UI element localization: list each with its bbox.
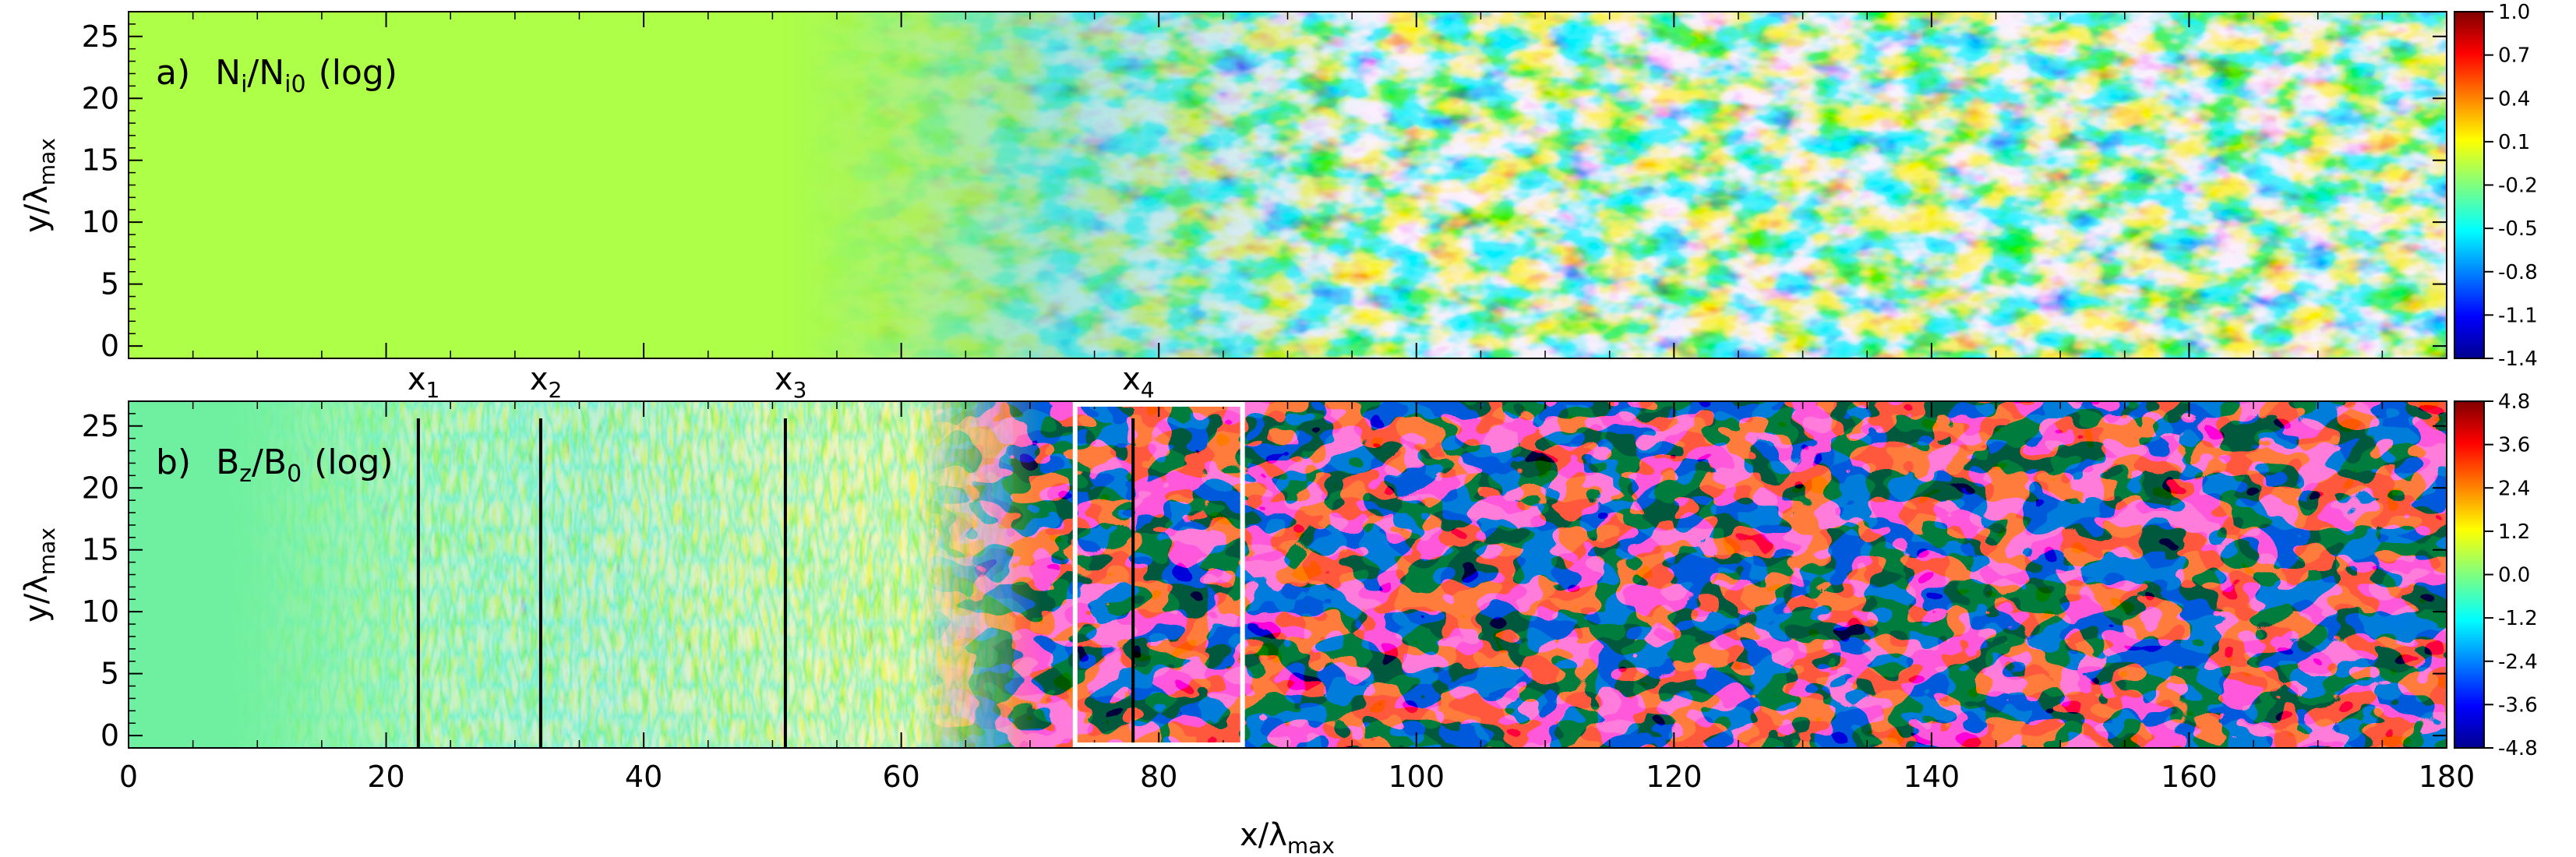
colorbar-tick-label: -1.2 <box>2498 607 2538 630</box>
colorbar-tick-label: 0.7 <box>2498 44 2530 68</box>
y-tick-label: 10 <box>82 594 119 629</box>
panel-a: 0 5 10 15 20 25 a) Ni/Ni0 (log) y/λmax 1.0 0.7 0… <box>19 1 2538 371</box>
panel-a-label: a) Ni/Ni0 (log) <box>156 53 397 98</box>
colorbar-tick-label: 2.4 <box>2498 477 2530 500</box>
colorbar-tick-label: 0.1 <box>2498 131 2530 154</box>
y-tick-label: 20 <box>82 471 119 505</box>
x-tick-label: 80 <box>1140 760 1177 794</box>
panel-b-y-ticks: 0 5 10 15 20 25 <box>82 409 2447 753</box>
colorbar-tick-label: 3.6 <box>2498 434 2530 457</box>
x-tick-label: 0 <box>119 760 138 794</box>
x-tick-label: 120 <box>1646 760 1703 794</box>
colorbar-tick-label: -2.4 <box>2498 651 2538 674</box>
colorbar-tick-label: -1.1 <box>2498 304 2538 327</box>
panel-b-turbulent-field <box>129 401 2447 748</box>
panel-b-markers: x1 x2 x3 x4 <box>408 361 1155 748</box>
x-tick-label: 40 <box>625 760 662 794</box>
y-tick-label: 15 <box>82 533 119 567</box>
y-tick-label: 25 <box>82 19 119 54</box>
marker-label-x2: x2 <box>530 361 563 403</box>
panel-a-colorbar-ticks: 1.0 0.7 0.4 0.1 -0.2 -0.5 -0.8 -1.1 -1.4 <box>2484 1 2538 371</box>
panel-a-colorbar <box>2454 11 2485 359</box>
x-tick-label: 100 <box>1389 760 1445 794</box>
marker-label-x1: x1 <box>408 361 440 403</box>
colorbar-tick-label: -3.6 <box>2498 693 2538 717</box>
panel-b-colorbar-ticks: 4.8 3.6 2.4 1.2 0.0 -1.2 -2.4 -3.6 -4.8 <box>2484 390 2538 760</box>
y-tick-label: 5 <box>101 267 119 302</box>
y-tick-label: 0 <box>101 329 119 363</box>
colorbar-tick-label: -0.2 <box>2498 175 2538 198</box>
panel-b-label: b) Bz/B0 (log) <box>156 443 393 488</box>
marker-label-x4: x4 <box>1122 361 1155 403</box>
y-tick-label: 20 <box>82 81 119 115</box>
colorbar-tick-label: 0.4 <box>2498 87 2530 111</box>
marker-label-x3: x3 <box>775 361 807 403</box>
panel-a-turbulent-field <box>129 12 2447 358</box>
highlight-box <box>1072 402 1245 747</box>
y-tick-label: 0 <box>101 718 119 753</box>
y-tick-label: 15 <box>82 143 119 178</box>
y-tick-label: 25 <box>82 409 119 443</box>
panel-b-y-axis-title: y/λmax <box>19 527 60 622</box>
colorbar-tick-label: 0.0 <box>2498 564 2530 587</box>
x-tick-label: 20 <box>367 760 404 794</box>
y-tick-label: 10 <box>82 205 119 239</box>
x-tick-label: 140 <box>1904 760 1960 794</box>
panel-a-y-ticks: 0 5 10 15 20 25 <box>82 19 2447 363</box>
x-tick-label: 180 <box>2419 760 2475 794</box>
panel-a-y-axis-title: y/λmax <box>19 138 60 233</box>
colorbar-tick-label: -0.8 <box>2498 261 2538 284</box>
colorbar-tick-label: -0.5 <box>2498 217 2538 241</box>
x-axis-title: x/λmax <box>1240 817 1335 857</box>
colorbar-tick-label: 1.2 <box>2498 520 2530 544</box>
panel-b-colorbar <box>2454 400 2485 749</box>
colorbar-tick-label: 1.0 <box>2498 1 2530 24</box>
panel-b-x-ticks: 0 20 40 60 80 100 120 140 160 180 <box>119 401 2475 794</box>
y-tick-label: 5 <box>101 657 119 691</box>
colorbar-tick-label: -1.4 <box>2498 347 2538 371</box>
colorbar-tick-label: -4.8 <box>2498 737 2538 760</box>
x-tick-label: 60 <box>882 760 919 794</box>
x-tick-label: 160 <box>2161 760 2218 794</box>
panel-b: 0 5 10 15 20 25 0 20 40 60 80 100 120 140 160 180 x1 x2… <box>19 361 2538 857</box>
panel-a-x-ticks <box>128 12 2447 358</box>
colorbar-tick-label: 4.8 <box>2498 390 2530 414</box>
